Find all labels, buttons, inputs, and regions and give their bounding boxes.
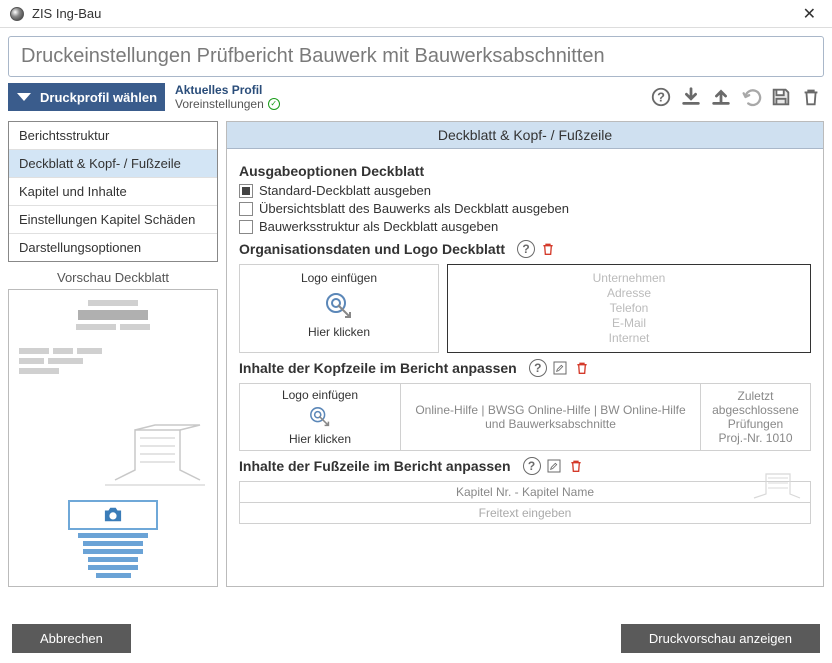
export-icon[interactable]: [708, 84, 734, 110]
logo-click-label: Hier klicken: [244, 325, 434, 339]
org-row: Logo einfügen Hier klicken Unternehmen A…: [239, 264, 811, 353]
current-profile-name: Voreinstellungen: [175, 97, 264, 111]
checkbox-icon: [239, 220, 253, 234]
nav-item-einstellungen-schaeden[interactable]: Einstellungen Kapitel Schäden: [9, 206, 217, 234]
section-kopf-label: Inhalte der Kopfzeile im Bericht anpasse…: [239, 360, 517, 376]
section-ausgabe-title: Ausgabeoptionen Deckblatt: [239, 163, 811, 179]
logo-insert-label: Logo einfügen: [244, 271, 434, 285]
click-target-icon: [307, 404, 333, 430]
checkbox-icon: [239, 184, 253, 198]
checkbox-label: Standard-Deckblatt ausgeben: [259, 183, 431, 198]
fuss-line1[interactable]: Kapitel Nr. - Kapitel Name: [239, 481, 811, 503]
preview-label: Vorschau Deckblatt: [8, 270, 218, 285]
svg-text:?: ?: [657, 90, 665, 105]
cancel-button[interactable]: Abbrechen: [12, 624, 131, 653]
titlebar: ZIS Ing-Bau ✕: [0, 0, 832, 28]
section-fuss-label: Inhalte der Fußzeile im Bericht anpassen: [239, 458, 511, 474]
checkbox-icon: [239, 202, 253, 216]
delete-icon[interactable]: [567, 457, 585, 475]
footer: Abbrechen Druckvorschau anzeigen: [0, 624, 832, 653]
import-icon[interactable]: [678, 84, 704, 110]
building-illustration: [105, 420, 205, 490]
section-org-title: Organisationsdaten und Logo Deckblatt ?: [239, 240, 811, 258]
org-field: E-Mail: [458, 316, 800, 331]
nav-item-kapitel-inhalte[interactable]: Kapitel und Inhalte: [9, 178, 217, 206]
checkbox-standard-deckblatt[interactable]: Standard-Deckblatt ausgeben: [239, 183, 811, 198]
panel-body: Ausgabeoptionen Deckblatt Standard-Deckb…: [227, 149, 823, 532]
nav-item-darstellungsoptionen[interactable]: Darstellungsoptionen: [9, 234, 217, 261]
current-profile-value: Voreinstellungen ✓: [175, 97, 280, 111]
delete-icon[interactable]: [573, 359, 591, 377]
checkbox-label: Übersichtsblatt des Bauwerks als Deckbla…: [259, 201, 569, 216]
logo-insert-deckblatt[interactable]: Logo einfügen Hier klicken: [239, 264, 439, 353]
kopf-right-text[interactable]: Zuletzt abgeschlossene Prüfungen Proj.-N…: [700, 384, 810, 450]
section-fuss-title: Inhalte der Fußzeile im Bericht anpassen…: [239, 457, 811, 475]
section-kopf-title: Inhalte der Kopfzeile im Bericht anpasse…: [239, 359, 811, 377]
check-icon: ✓: [268, 98, 280, 110]
fuss-line2[interactable]: Freitext eingeben: [239, 503, 811, 524]
kopfzeile-row: Logo einfügen Hier klicken Online-Hilfe …: [239, 383, 811, 451]
help-icon[interactable]: ?: [517, 240, 535, 258]
current-profile-label: Aktuelles Profil: [175, 83, 280, 97]
kopf-right-line2: Proj.-Nr. 1010: [707, 431, 804, 445]
help-icon[interactable]: ?: [648, 84, 674, 110]
checkbox-uebersichtsblatt[interactable]: Übersichtsblatt des Bauwerks als Deckbla…: [239, 201, 811, 216]
building-icon: [748, 468, 804, 502]
org-field: Adresse: [458, 286, 800, 301]
page-title: Druckeinstellungen Prüfbericht Bauwerk m…: [8, 36, 824, 77]
edit-icon[interactable]: [551, 359, 569, 377]
panel-header: Deckblatt & Kopf- / Fußzeile: [227, 122, 823, 149]
select-profile-label: Druckprofil wählen: [40, 90, 157, 105]
camera-placeholder: [68, 500, 158, 530]
org-field: Telefon: [458, 301, 800, 316]
nav-item-berichtsstruktur[interactable]: Berichtsstruktur: [9, 122, 217, 150]
main-area: Berichtsstruktur Deckblatt & Kopf- / Fuß…: [0, 121, 832, 587]
logo-insert-kopf[interactable]: Logo einfügen Hier klicken: [240, 384, 400, 450]
nav-item-deckblatt[interactable]: Deckblatt & Kopf- / Fußzeile: [9, 150, 217, 178]
org-fields-input[interactable]: Unternehmen Adresse Telefon E-Mail Inter…: [447, 264, 811, 353]
app-icon: [10, 7, 24, 21]
click-target-icon: [322, 289, 356, 323]
current-profile-info: Aktuelles Profil Voreinstellungen ✓: [175, 83, 280, 111]
org-field: Internet: [458, 331, 800, 346]
delete-icon[interactable]: [539, 240, 557, 258]
settings-panel: Deckblatt & Kopf- / Fußzeile Ausgabeopti…: [226, 121, 824, 587]
preview-button[interactable]: Druckvorschau anzeigen: [621, 624, 820, 653]
fuss-line1-text: Kapitel Nr. - Kapitel Name: [456, 485, 594, 499]
edit-icon[interactable]: [545, 457, 563, 475]
help-icon[interactable]: ?: [529, 359, 547, 377]
chevron-down-icon: [12, 85, 36, 109]
kopf-right-line1: Zuletzt abgeschlossene Prüfungen: [707, 389, 804, 431]
section-org-label: Organisationsdaten und Logo Deckblatt: [239, 241, 505, 257]
checkbox-bauwerksstruktur[interactable]: Bauwerksstruktur als Deckblatt ausgeben: [239, 219, 811, 234]
logo-insert-label: Logo einfügen: [246, 388, 394, 402]
preview-deckblatt: [8, 289, 218, 587]
delete-icon[interactable]: [798, 84, 824, 110]
profile-bar: Druckprofil wählen Aktuelles Profil Vore…: [8, 81, 824, 113]
close-icon[interactable]: ✕: [797, 4, 822, 24]
left-column: Berichtsstruktur Deckblatt & Kopf- / Fuß…: [8, 121, 218, 587]
logo-click-label: Hier klicken: [246, 432, 394, 446]
camera-icon: [102, 506, 124, 524]
toolbar: ?: [648, 84, 824, 110]
select-profile-button[interactable]: Druckprofil wählen: [8, 83, 165, 111]
nav-list: Berichtsstruktur Deckblatt & Kopf- / Fuß…: [8, 121, 218, 262]
help-icon[interactable]: ?: [523, 457, 541, 475]
checkbox-label: Bauwerksstruktur als Deckblatt ausgeben: [259, 219, 498, 234]
org-field: Unternehmen: [458, 271, 800, 286]
window-title: ZIS Ing-Bau: [32, 6, 797, 21]
preview-bottom-lines: [78, 533, 148, 578]
undo-icon[interactable]: [738, 84, 764, 110]
kopf-mid-text[interactable]: Online-Hilfe | BWSG Online-Hilfe | BW On…: [400, 384, 700, 450]
save-icon[interactable]: [768, 84, 794, 110]
